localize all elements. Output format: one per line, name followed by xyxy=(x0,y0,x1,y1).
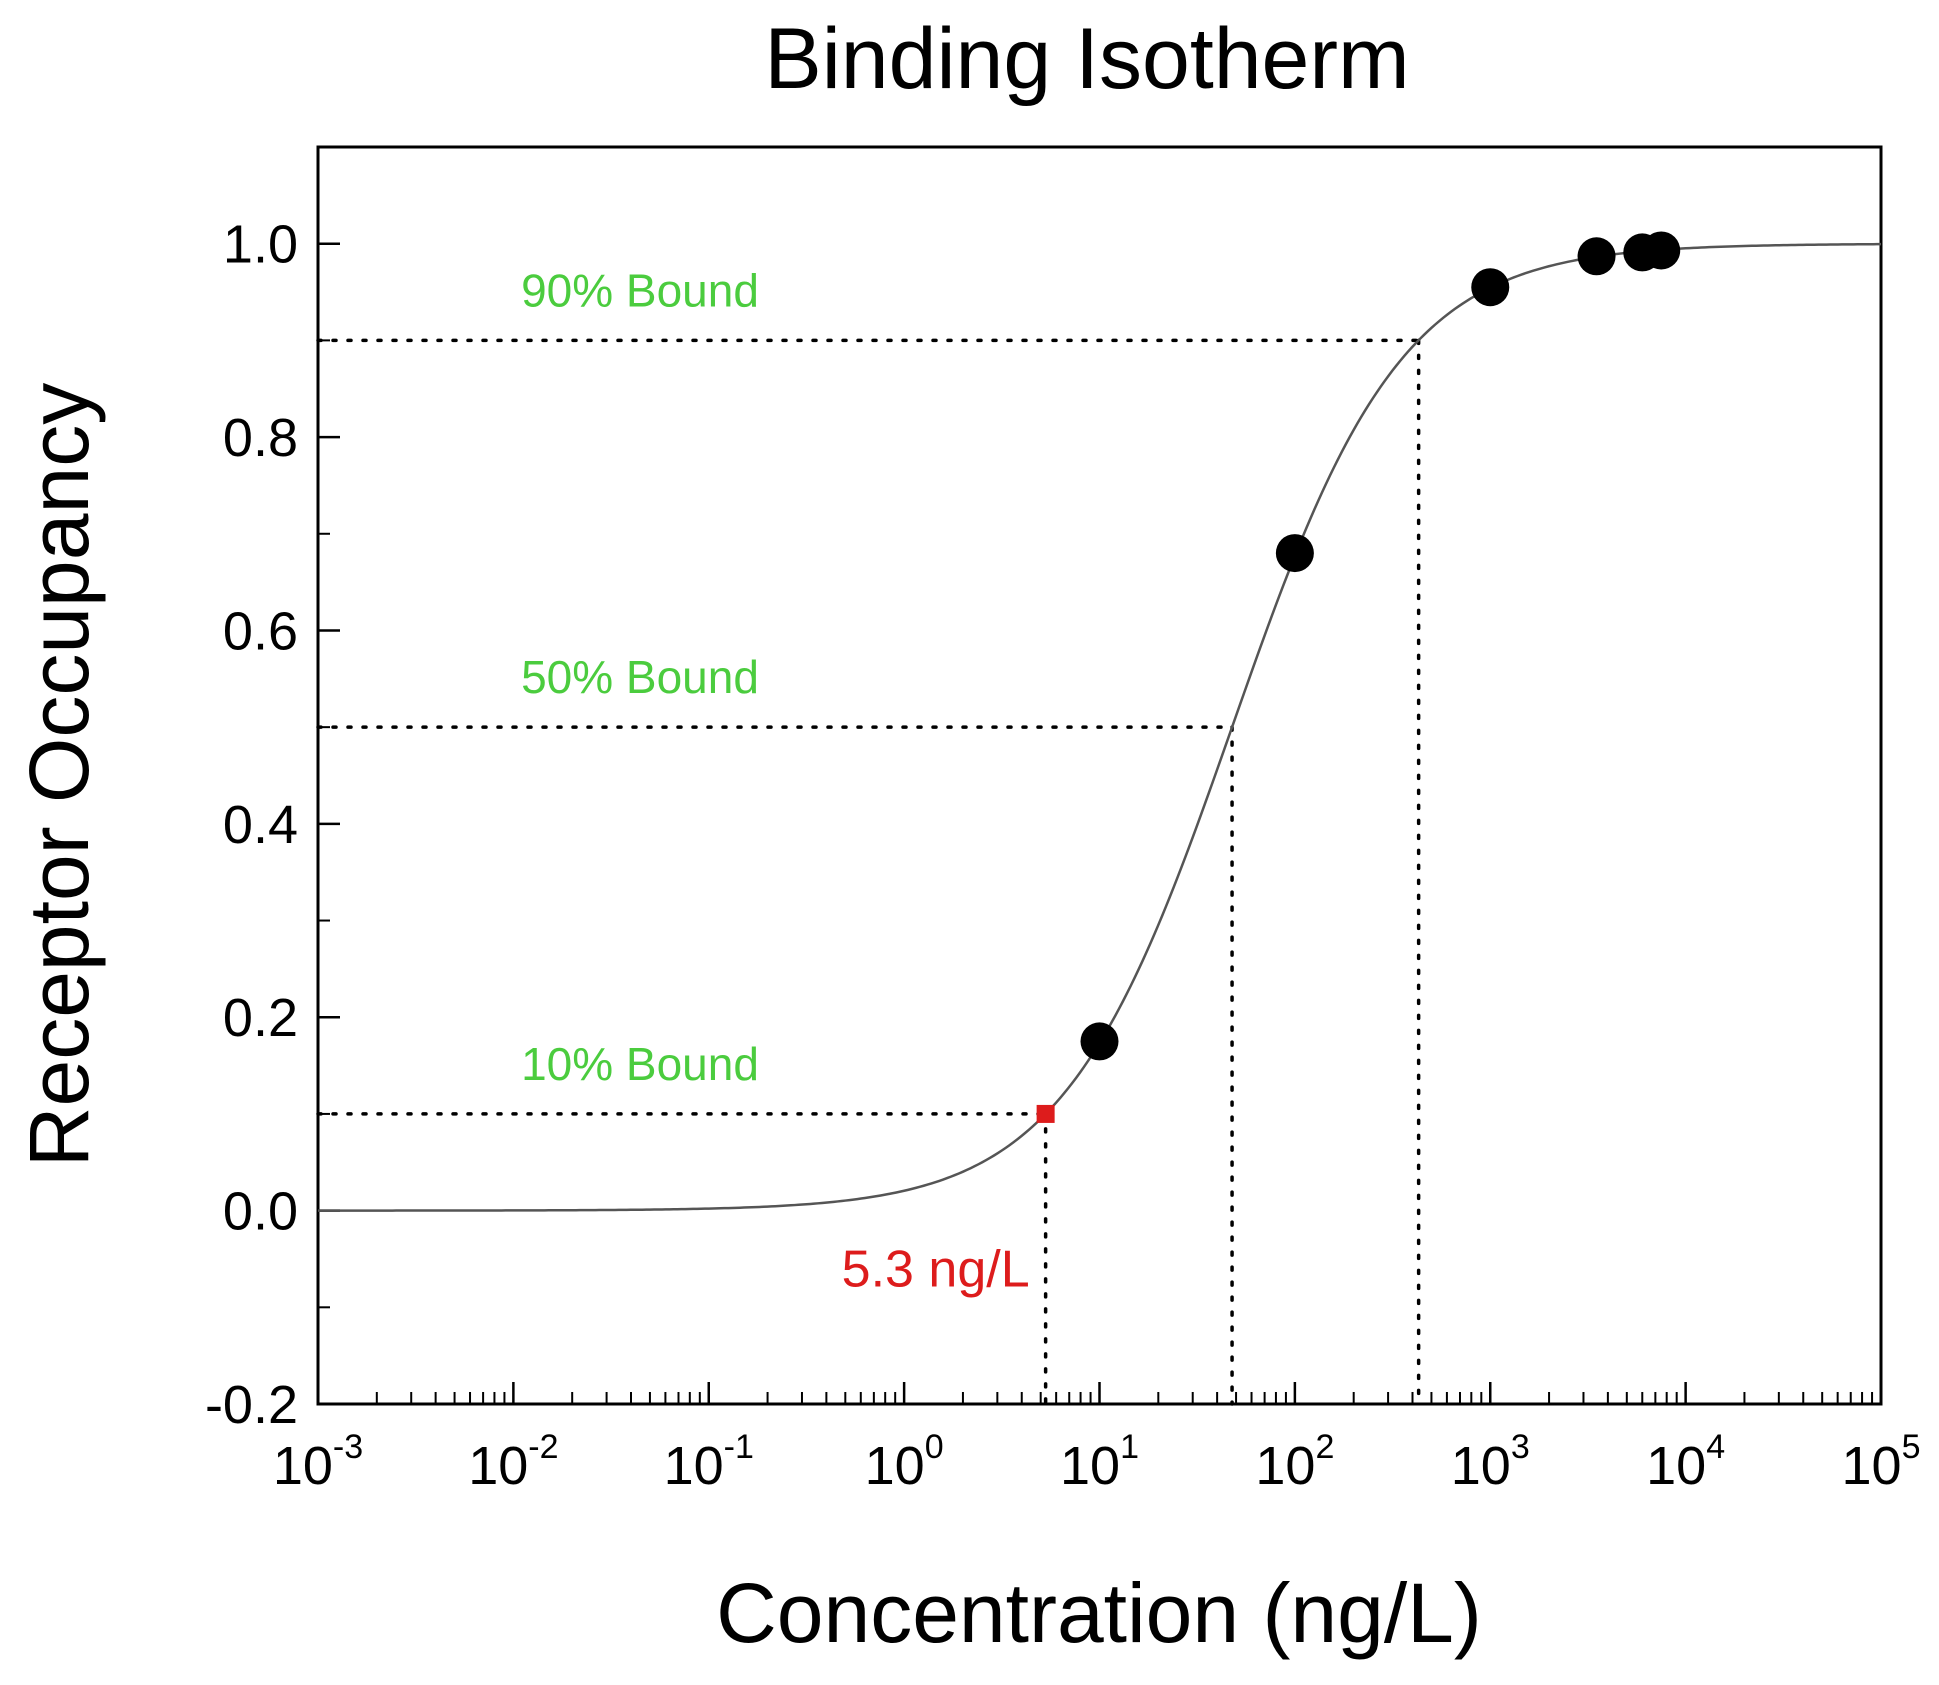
x-tick-exponent: -2 xyxy=(528,1428,558,1466)
x-tick-base: 10 xyxy=(1646,1436,1706,1496)
y-tick-label: 0.6 xyxy=(223,601,298,661)
y-tick-label: 0.4 xyxy=(223,795,298,855)
y-tick-labels: -0.2 0.0 0.2 0.4 0.6 0.8 1.0 xyxy=(205,215,298,1435)
threshold-marker xyxy=(1036,1104,1055,1123)
x-tick-exponent: -3 xyxy=(333,1428,363,1466)
data-point xyxy=(1642,231,1681,270)
x-tick-base: 10 xyxy=(1255,1436,1315,1496)
plot-frame xyxy=(316,145,1883,1406)
reference-label: 90% Bound xyxy=(521,264,759,316)
x-tick-base: 10 xyxy=(273,1436,333,1496)
x-axis-label: Concentration (ng/L) xyxy=(716,1566,1482,1660)
x-tick-exponent: 5 xyxy=(1902,1428,1921,1466)
x-tick-label: 100 xyxy=(865,1428,944,1496)
x-tick-label: 105 xyxy=(1842,1428,1921,1496)
data-point xyxy=(1471,268,1510,307)
x-tick-exponent: 1 xyxy=(1120,1428,1139,1466)
reference-lines: 90% Bound 50% Bound 10% Bound xyxy=(316,264,1421,1406)
x-tick-base: 10 xyxy=(1842,1436,1902,1496)
data-points xyxy=(1080,231,1681,1061)
x-tick-exponent: 4 xyxy=(1706,1428,1725,1466)
x-tick-label: 10-1 xyxy=(664,1428,754,1496)
x-tick-base: 10 xyxy=(1451,1436,1511,1496)
y-tick-label: 1.0 xyxy=(223,215,298,275)
x-tick-label: 101 xyxy=(1060,1428,1139,1496)
data-point xyxy=(1577,237,1616,276)
x-tick-exponent: 3 xyxy=(1511,1428,1530,1466)
y-axis-label: Receptor Occupancy xyxy=(12,383,106,1167)
reference-label: 50% Bound xyxy=(521,651,759,703)
x-tick-label: 102 xyxy=(1255,1428,1334,1496)
y-tick-label: -0.2 xyxy=(205,1375,298,1435)
x-tick-label: 10-3 xyxy=(273,1428,363,1496)
chart-title: Binding Isotherm xyxy=(764,11,1409,107)
x-tick-base: 10 xyxy=(865,1436,925,1496)
y-tick-label: 0.0 xyxy=(223,1182,298,1242)
x-tick-exponent: -1 xyxy=(724,1428,754,1466)
annotations: 5.3 ng/L xyxy=(842,1104,1055,1299)
threshold-label: 5.3 ng/L xyxy=(842,1241,1030,1299)
x-tick-label: 10-2 xyxy=(468,1428,558,1496)
x-tick-base: 10 xyxy=(664,1436,724,1496)
y-tick-label: 0.2 xyxy=(223,988,298,1048)
x-tick-labels: 10-3 10-2 10-1 100 101 102 103 104 105 xyxy=(273,1428,1921,1496)
x-tick-base: 10 xyxy=(468,1436,528,1496)
x-tick-base: 10 xyxy=(1060,1436,1120,1496)
x-tick-label: 103 xyxy=(1451,1428,1530,1496)
data-point xyxy=(1080,1022,1119,1061)
axis-ticks xyxy=(316,146,1883,1406)
data-point xyxy=(1275,534,1314,573)
x-tick-label: 104 xyxy=(1646,1428,1725,1496)
x-tick-exponent: 2 xyxy=(1315,1428,1334,1466)
reference-label: 10% Bound xyxy=(521,1038,759,1090)
y-tick-label: 0.8 xyxy=(223,408,298,468)
x-tick-exponent: 0 xyxy=(925,1428,944,1466)
